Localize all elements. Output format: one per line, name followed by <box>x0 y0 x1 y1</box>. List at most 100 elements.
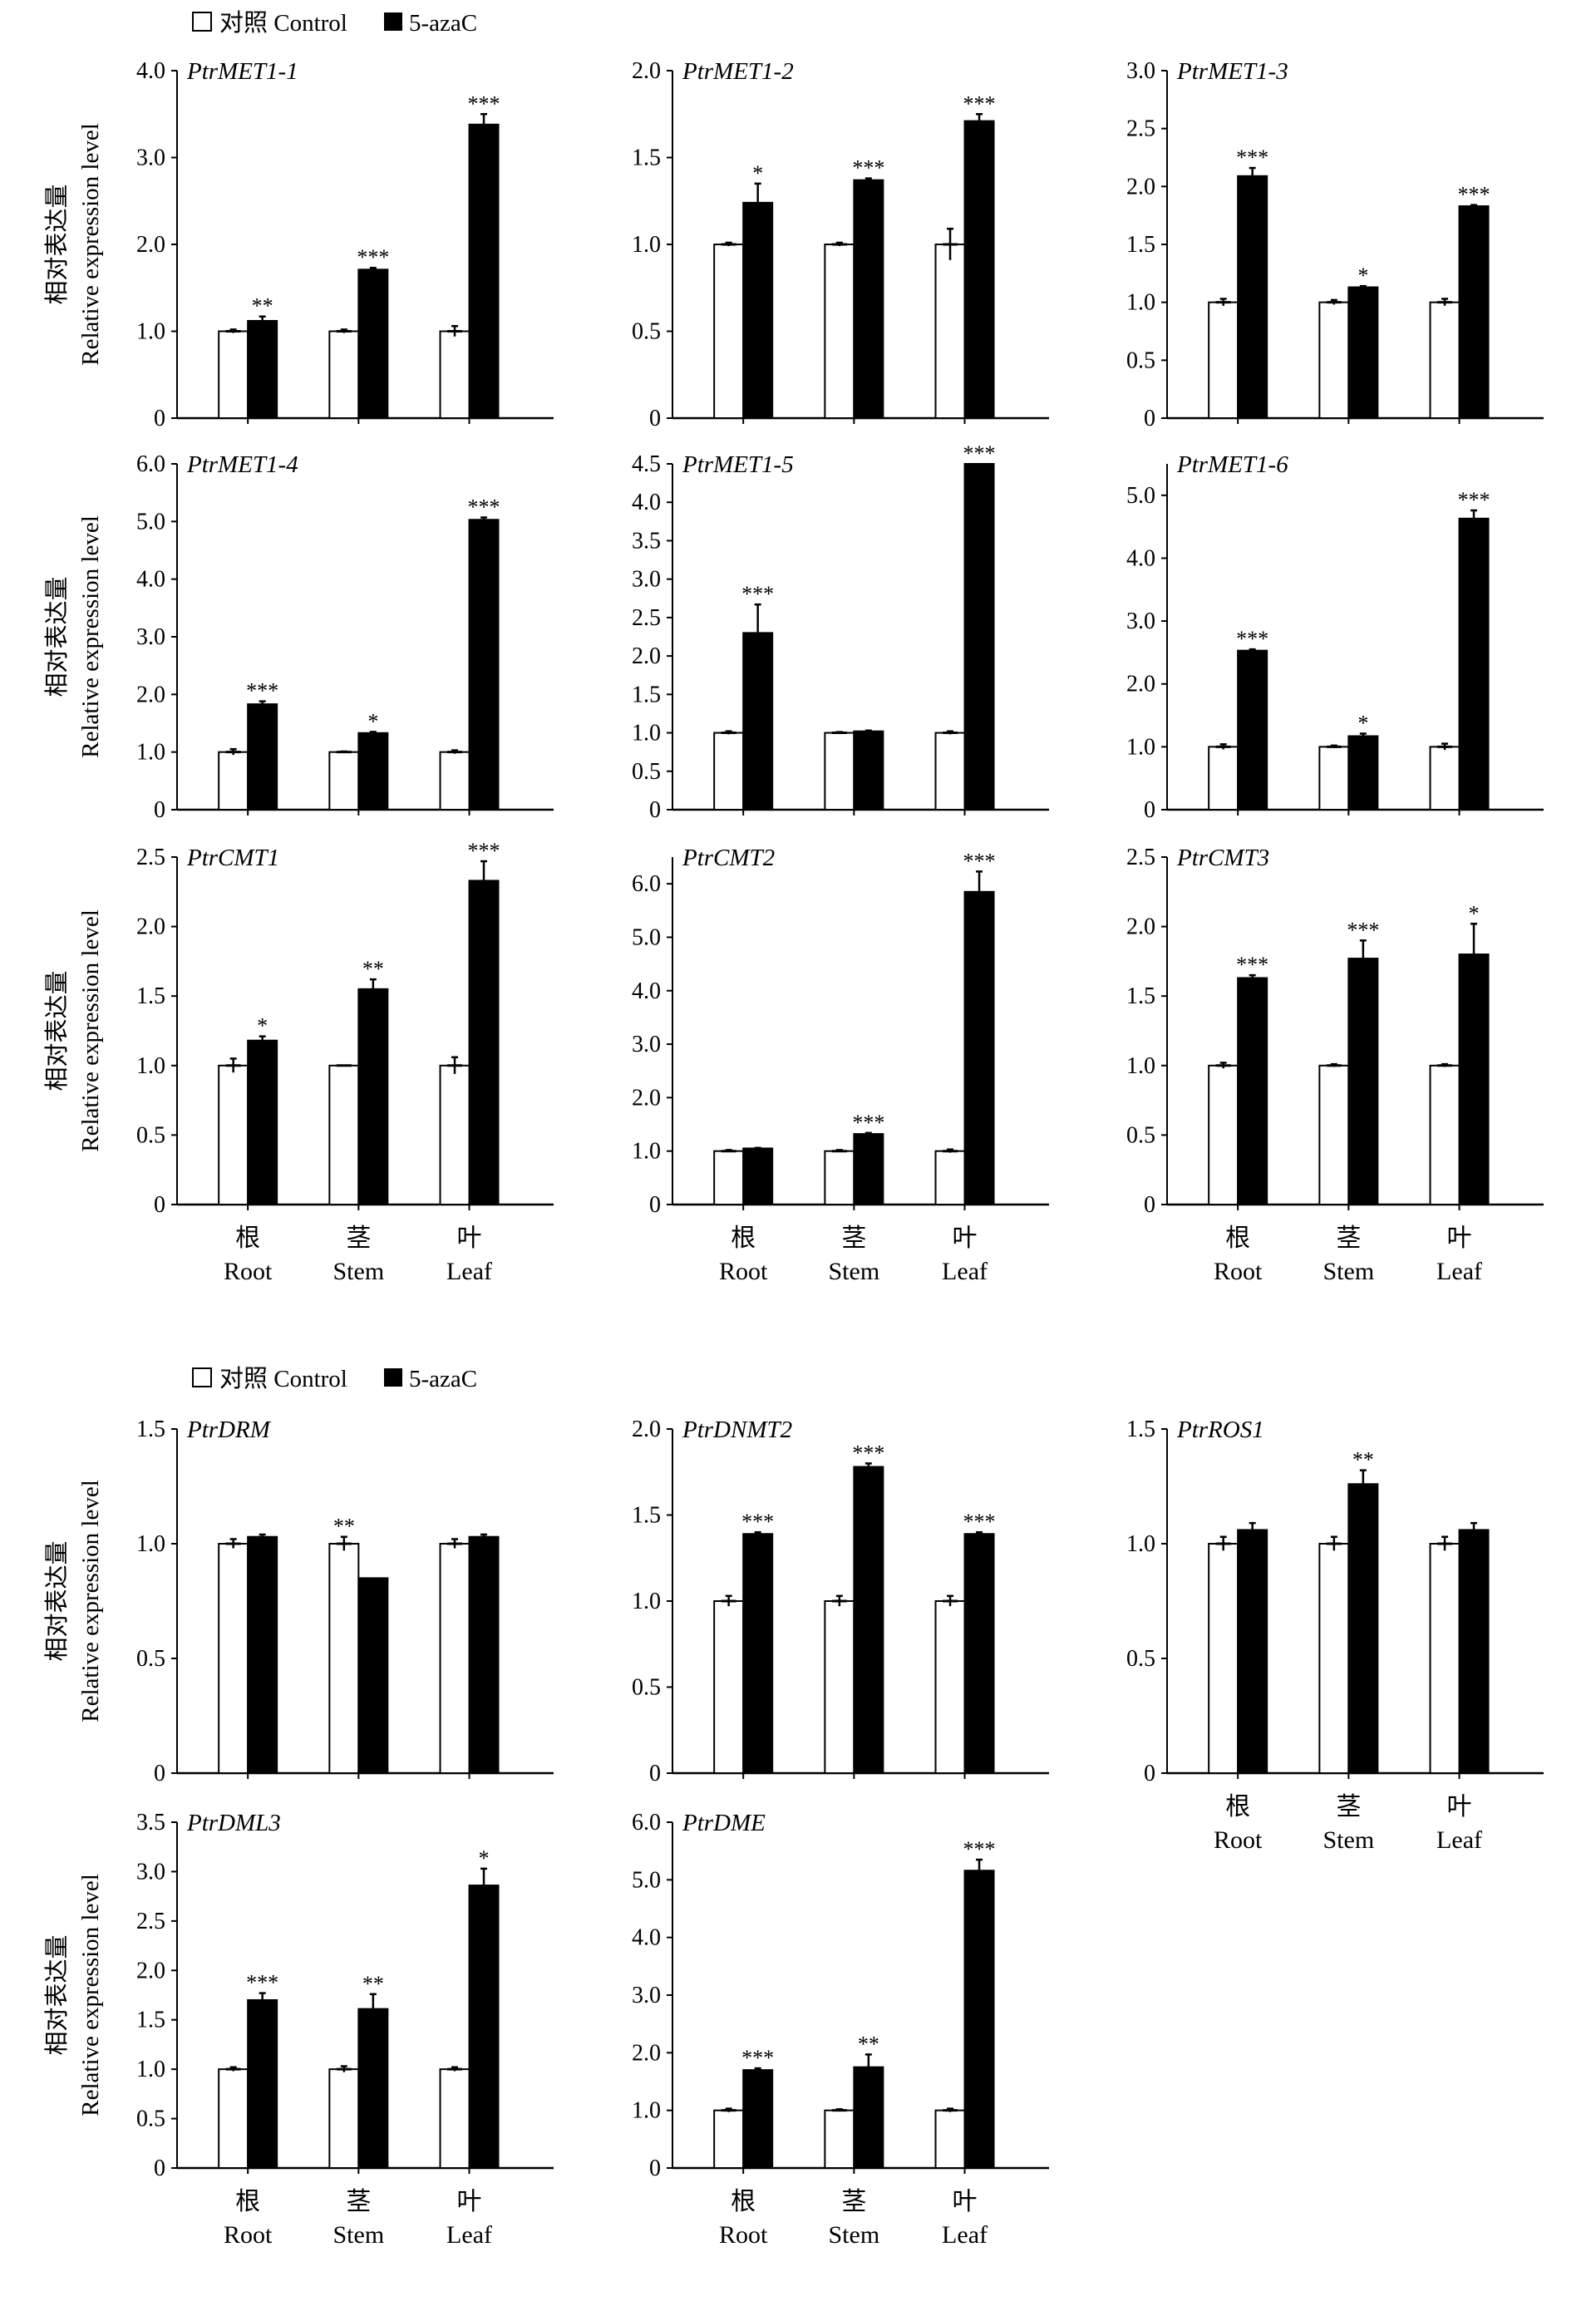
bar-control-leaf <box>934 244 966 419</box>
chart-panel-PtrMET1-5: 0 0.5 1.0 1.5 2.0 2.5 3.0 3.5 4.0 4.5 PtrMET1-5 ***… <box>632 441 1049 823</box>
significance-label: ** <box>858 2032 879 2056</box>
bar-control-stem <box>328 330 360 419</box>
significance-label: ** <box>252 294 273 318</box>
category-label-cn: 叶 <box>457 2188 482 2215</box>
y-tick-label: 3.0 <box>136 1859 165 1885</box>
chart-panel-PtrCMT3: 0 0.5 1.0 1.5 2.0 2.5 PtrCMT3 *** 根 Root *** 茎 Stem *… <box>1126 845 1544 1285</box>
bar-treatment-leaf <box>468 123 500 419</box>
y-tick-label: 5.0 <box>632 1867 661 1893</box>
category-label-cn: 根 <box>235 2188 260 2215</box>
category-label-cn: 叶 <box>457 1224 482 1252</box>
bar-treatment-stem <box>357 269 389 419</box>
category-label-en: Root <box>224 2221 273 2249</box>
significance-label: *** <box>246 679 278 703</box>
y-tick-label: 6.0 <box>632 871 661 897</box>
bar-control-root <box>218 2068 249 2169</box>
y-axis-label-en: Relative expression level <box>77 515 104 758</box>
legend-swatch-control <box>192 12 212 32</box>
bar-control-root <box>1208 1543 1239 1774</box>
bar-treatment-stem <box>357 1577 389 1775</box>
panel-title: PtrCMT2 <box>682 845 775 871</box>
bar-control-root <box>1208 746 1239 811</box>
category-label-en: Stem <box>1323 1826 1375 1854</box>
bar-control-root <box>713 2109 745 2170</box>
legend-label-treatment: 5-azaC <box>409 10 477 37</box>
y-tick-label: 3.0 <box>632 1983 661 2008</box>
significance-label: * <box>1357 711 1368 735</box>
category-label-en: Leaf <box>446 2221 492 2249</box>
y-tick-label: 4.0 <box>632 1925 661 1951</box>
bar-treatment-root <box>742 632 774 811</box>
chart-panel-PtrMET1-2: 00.51.01.52.0 PtrMET1-2* ****** <box>632 58 1049 431</box>
y-tick-label: 0 <box>1144 1192 1155 1218</box>
y-tick-label: 2.0 <box>632 1085 661 1111</box>
bar-treatment-root <box>247 319 278 419</box>
y-tick-label: 3.5 <box>632 528 661 554</box>
y-tick-label: 2.0 <box>136 682 165 707</box>
y-tick-label: 1.0 <box>136 319 165 345</box>
y-tick-label: 2.0 <box>632 58 661 84</box>
y-axis-label-cn: 相对表达量 <box>43 970 71 1091</box>
significance-label: *** <box>1458 488 1490 512</box>
y-tick-label: 3.0 <box>136 145 165 171</box>
significance-label: * <box>257 1014 268 1038</box>
bar-control-leaf <box>934 1150 966 1205</box>
significance-label: * <box>1357 264 1368 288</box>
category-label-en: Root <box>1214 1258 1263 1285</box>
bar-treatment-leaf <box>468 519 500 811</box>
bar-treatment-leaf <box>1458 1529 1490 1774</box>
category-label-en: Stem <box>829 1258 880 1285</box>
bar-treatment-stem <box>1347 286 1379 420</box>
category-label-cn: 叶 <box>1447 1793 1472 1821</box>
y-tick-label: 2.0 <box>632 1417 661 1442</box>
bar-treatment-leaf <box>1458 953 1490 1206</box>
significance-label: * <box>1469 901 1480 925</box>
y-axis-label-cn: 相对表达量 <box>43 1540 71 1661</box>
bar-treatment-stem <box>357 732 389 811</box>
y-tick-label: 2.5 <box>1126 116 1155 142</box>
significance-label: *** <box>468 91 500 116</box>
chart-panel-PtrDML3: 0 0.5 1.0 1.5 2.0 2.5 3.0 3.5 PtrDML3 *** 根 Root ** 茎… <box>43 1810 554 2249</box>
bar-treatment-root <box>1237 1529 1268 1774</box>
y-tick-label: 4.0 <box>136 58 165 84</box>
legend-label-treatment: 5-azaC <box>409 1366 477 1392</box>
bar-treatment-leaf <box>963 463 995 811</box>
bar-control-leaf <box>934 1600 966 1774</box>
y-tick-label: 5.0 <box>632 924 661 950</box>
bar-treatment-leaf <box>1458 205 1490 419</box>
significance-label: *** <box>963 849 996 873</box>
bar-control-root <box>218 1543 249 1774</box>
panel-title: PtrMET1-2 <box>682 58 794 85</box>
category-label-cn: 茎 <box>1336 1793 1361 1821</box>
legend-swatch-control <box>192 1367 212 1387</box>
bar-control-stem <box>328 2068 360 2169</box>
y-tick-label: 1.0 <box>136 1531 165 1557</box>
y-tick-label: 0 <box>154 1761 165 1786</box>
legend-label-control: 对照 Control <box>219 1365 347 1392</box>
bar-control-root <box>1208 301 1239 419</box>
y-tick-label: 0.5 <box>136 1122 165 1148</box>
y-axis-label-en: Relative expression level <box>77 909 104 1152</box>
y-tick-label: 1.0 <box>632 232 661 258</box>
category-label-en: Leaf <box>1436 1258 1482 1285</box>
bar-control-stem <box>824 2109 855 2170</box>
significance-label: *** <box>852 156 884 180</box>
bar-control-root <box>218 1064 249 1206</box>
bar-control-leaf <box>439 2068 470 2169</box>
y-tick-label: 2.5 <box>632 605 661 631</box>
y-tick-label: 1.0 <box>1126 1053 1155 1079</box>
y-tick-label: 0 <box>1144 1761 1155 1786</box>
bar-control-stem <box>1318 746 1350 811</box>
bar-treatment-root <box>1237 175 1268 419</box>
bar-treatment-stem <box>853 1466 884 1775</box>
y-tick-label: 2.5 <box>136 1909 165 1934</box>
bar-control-leaf <box>1429 1064 1461 1206</box>
significance-label: *** <box>741 1510 774 1534</box>
bar-treatment-root <box>742 1533 774 1775</box>
y-tick-label: 4.0 <box>1126 545 1155 571</box>
bar-control-leaf <box>439 1543 470 1774</box>
panel-title: PtrDML3 <box>186 1810 281 1836</box>
y-tick-label: 6.0 <box>136 451 165 477</box>
y-axis-label-cn: 相对表达量 <box>43 184 71 304</box>
y-tick-label: 1.5 <box>1126 232 1155 258</box>
